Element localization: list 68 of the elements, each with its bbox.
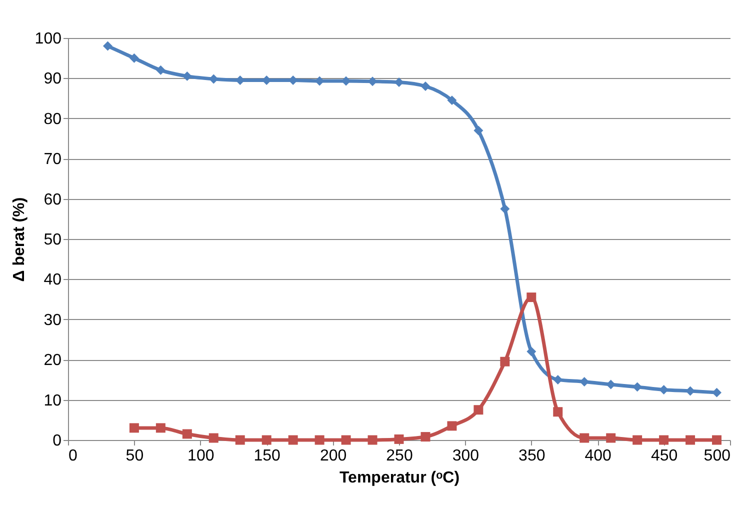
point: [262, 435, 272, 445]
point: [659, 435, 669, 445]
point: [500, 356, 510, 366]
point: [394, 434, 404, 444]
x-tick-label: 150: [254, 448, 281, 464]
point: [420, 81, 430, 91]
point: [129, 423, 139, 433]
y-tick-label: 80: [44, 110, 62, 128]
point: [341, 435, 351, 445]
point: [474, 126, 484, 136]
x-tick-label: 100: [188, 448, 214, 464]
point: [580, 376, 590, 386]
x-tick-label: 0: [68, 448, 78, 464]
x-tick-label: 450: [650, 448, 678, 464]
x-tick-label: 200: [320, 448, 347, 464]
point: [712, 388, 722, 398]
point: [447, 421, 457, 431]
point: [712, 435, 722, 445]
point: [420, 432, 430, 442]
point: [526, 346, 536, 356]
x-tick-label: 350: [518, 448, 546, 464]
y-tick-label: 0: [52, 432, 62, 450]
point: [632, 435, 642, 445]
x-tick-label: 500: [704, 448, 731, 464]
y-axis-title: Δ berat (%): [10, 197, 28, 282]
point: [447, 96, 457, 106]
point: [553, 407, 563, 417]
point: [686, 435, 696, 445]
y-tick-label: 70: [44, 151, 62, 168]
point: [182, 71, 192, 81]
point: [288, 435, 298, 445]
point: [208, 74, 218, 84]
point: [314, 76, 324, 86]
point: [580, 433, 590, 443]
point: [368, 435, 378, 445]
point: [314, 435, 324, 445]
point: [156, 65, 166, 75]
point: [553, 374, 563, 384]
point: [474, 405, 484, 415]
x-tick-label: 50: [126, 448, 144, 464]
y-tick-label: 20: [44, 352, 62, 370]
x-tick-label: 400: [584, 448, 612, 464]
point: [500, 204, 510, 214]
x-tick-label: 300: [452, 448, 480, 464]
point: [341, 76, 351, 86]
y-tick-label: 90: [44, 70, 62, 88]
point: [606, 380, 616, 390]
point: [235, 75, 245, 85]
point: [606, 433, 616, 443]
point: [235, 435, 245, 445]
point: [102, 41, 112, 51]
point: [182, 429, 192, 439]
y-tick-label: 50: [44, 232, 62, 248]
point: [208, 433, 218, 443]
x-axis-title: Temperatur (ᵒC): [339, 470, 460, 486]
point: [368, 76, 378, 86]
y-tick-label: 10: [44, 392, 62, 410]
x-tick-label: 250: [386, 448, 413, 464]
point: [526, 292, 536, 302]
y-tick-label: 40: [44, 272, 62, 289]
point: [659, 385, 669, 394]
point: [394, 77, 404, 87]
point: [129, 53, 139, 63]
y-tick-label: 60: [44, 191, 62, 208]
y-tick-label: 30: [44, 312, 62, 329]
point: [156, 423, 166, 433]
y-tick-label: 100: [34, 30, 62, 48]
point: [632, 382, 642, 392]
